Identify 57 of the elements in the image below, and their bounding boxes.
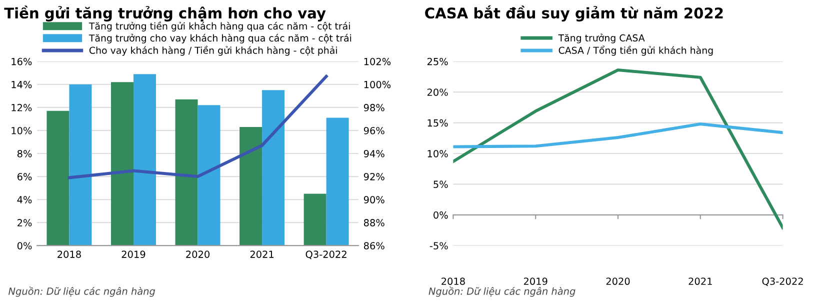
x-tick-label: 2021 xyxy=(688,278,712,285)
y2-tick-label: 90% xyxy=(364,196,384,204)
bar xyxy=(110,82,134,246)
y-tick-label: 20% xyxy=(427,88,448,96)
y-tick-label: 16% xyxy=(12,58,32,66)
y-tick-label: 25% xyxy=(427,58,448,66)
bar xyxy=(175,99,198,246)
y2-tick-label: 96% xyxy=(364,126,384,134)
y-tick-label: 5% xyxy=(434,180,448,188)
x-tick-label: 2021 xyxy=(250,250,274,258)
bar xyxy=(198,105,220,246)
y2-tick-label: 88% xyxy=(364,219,384,226)
x-tick-label: 2019 xyxy=(524,278,548,285)
y-tick-label: -5% xyxy=(430,242,448,250)
legend-label: Tăng trưởng tiền gửi khách hàng qua các năm - cột trái xyxy=(88,22,350,32)
y-tick-label: 0% xyxy=(434,211,448,219)
bar xyxy=(46,110,70,246)
bar xyxy=(326,118,349,246)
y2-tick-label: 92% xyxy=(364,173,384,180)
y-tick-label: 10% xyxy=(428,150,448,158)
line-series xyxy=(453,122,783,148)
y2-tick-label: 100% xyxy=(364,80,391,88)
legend-label: Tăng trưởng CASA xyxy=(558,34,645,44)
y-tick-label: 12% xyxy=(12,104,32,112)
chart-title: Tiền gửi tăng trưởng chậm hơn cho vay xyxy=(4,6,326,22)
legend-label: CASA / Tổng tiền gửi khách hàng xyxy=(558,46,713,56)
y-tick-label: 6% xyxy=(17,173,32,180)
y-tick-label: 10% xyxy=(12,126,32,134)
y-tick-label: 0% xyxy=(17,242,32,250)
y2-tick-label: 86% xyxy=(364,242,384,250)
line-series xyxy=(68,74,328,180)
y-tick-label: 8% xyxy=(17,150,32,158)
text: Nguồn: Dữ liệu các ngân hàng xyxy=(428,286,576,297)
x-tick-label: 2020 xyxy=(606,278,630,285)
text: Nguồn: Dữ liệu các ngân hàng xyxy=(8,286,156,297)
bar xyxy=(304,194,326,246)
x-tick-label: Q3-2022 xyxy=(762,278,803,286)
x-tick-label: 2020 xyxy=(186,250,210,258)
x-tick-label: 2018 xyxy=(442,278,465,285)
y-tick-label: 15% xyxy=(428,119,448,127)
bar xyxy=(133,74,156,246)
legend-label: Cho vay khách hàng / Tiền gửi khách hàng - cột phải xyxy=(89,46,337,56)
chart-title: CASA bắt đầu suy giảm từ năm 2022 xyxy=(425,5,723,22)
x-tick-label: 2019 xyxy=(122,250,146,258)
y2-tick-label: 94% xyxy=(364,150,384,158)
bar xyxy=(240,127,262,246)
y2-tick-label: 98% xyxy=(364,104,384,112)
bar xyxy=(262,90,285,246)
y-tick-label: 4% xyxy=(17,196,32,204)
line-series xyxy=(453,68,783,230)
y-tick-label: 2% xyxy=(18,219,32,226)
x-tick-label: Q3-2022 xyxy=(306,250,346,260)
bar xyxy=(69,84,92,246)
y-tick-label: 14% xyxy=(12,80,32,88)
legend-label: Tăng trưởng cho vay khách hàng qua các năm - cột trái xyxy=(88,34,352,44)
x-tick-label: 2018 xyxy=(58,250,81,258)
y2-tick-label: 102% xyxy=(364,58,391,66)
